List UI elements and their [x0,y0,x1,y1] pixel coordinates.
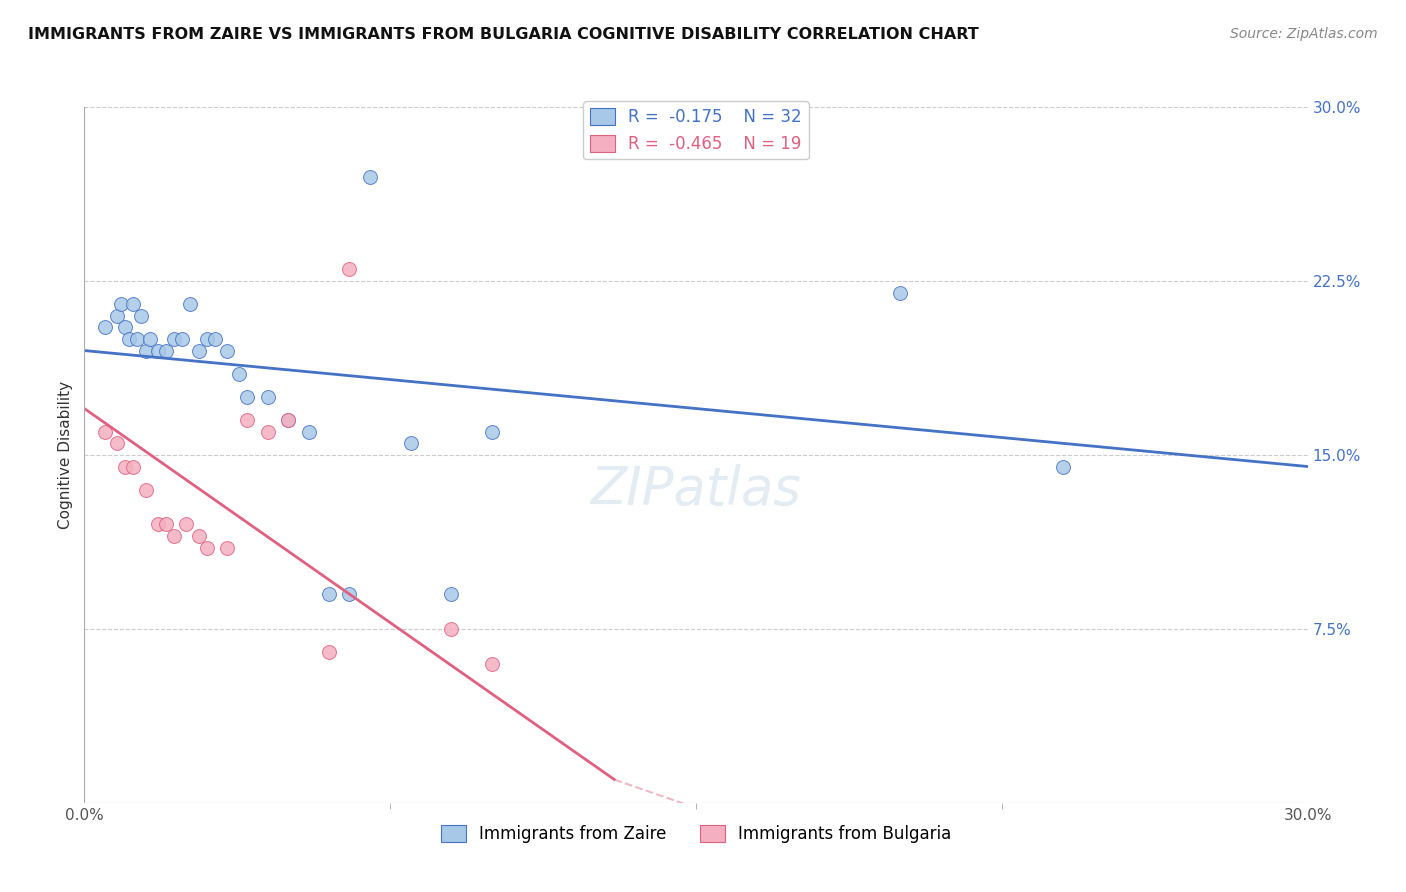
Point [187,529,209,543]
Point [399,436,422,450]
Point [138,332,160,346]
Point [277,413,299,427]
Point [131,309,153,323]
Point [146,517,169,532]
Point [127,332,149,346]
Point [318,645,340,659]
Point [114,320,136,334]
Point [339,587,361,601]
Point [889,285,911,300]
Point [339,262,361,277]
Point [122,297,145,311]
Point [257,425,280,439]
Point [236,390,259,404]
Point [204,332,226,346]
Text: IMMIGRANTS FROM ZAIRE VS IMMIGRANTS FROM BULGARIA COGNITIVE DISABILITY CORRELATI: IMMIGRANTS FROM ZAIRE VS IMMIGRANTS FROM… [28,27,979,42]
Point [110,297,132,311]
Point [298,425,321,439]
Point [122,459,145,474]
Point [257,390,280,404]
Point [174,517,197,532]
Point [163,332,186,346]
Text: ZIPatlas: ZIPatlas [591,464,801,516]
Text: Source: ZipAtlas.com: Source: ZipAtlas.com [1230,27,1378,41]
Point [228,367,250,381]
Point [135,343,157,358]
Point [93,425,115,439]
Point [172,332,194,346]
Point [440,622,463,636]
Point [179,297,201,311]
Point [146,343,169,358]
Point [440,587,463,601]
Point [481,425,503,439]
Point [318,587,340,601]
Point [277,413,299,427]
Point [195,541,218,555]
Point [187,343,209,358]
Point [135,483,157,497]
Point [118,332,141,346]
Point [236,413,259,427]
Point [155,343,177,358]
Point [114,459,136,474]
Point [105,436,128,450]
Point [195,332,218,346]
Legend: Immigrants from Zaire, Immigrants from Bulgaria: Immigrants from Zaire, Immigrants from B… [434,819,957,850]
Point [217,343,239,358]
Point [163,529,186,543]
Point [359,169,381,184]
Point [1052,459,1074,474]
Point [105,309,128,323]
Point [155,517,177,532]
Point [93,320,115,334]
Point [481,657,503,671]
Y-axis label: Cognitive Disability: Cognitive Disability [58,381,73,529]
Point [217,541,239,555]
